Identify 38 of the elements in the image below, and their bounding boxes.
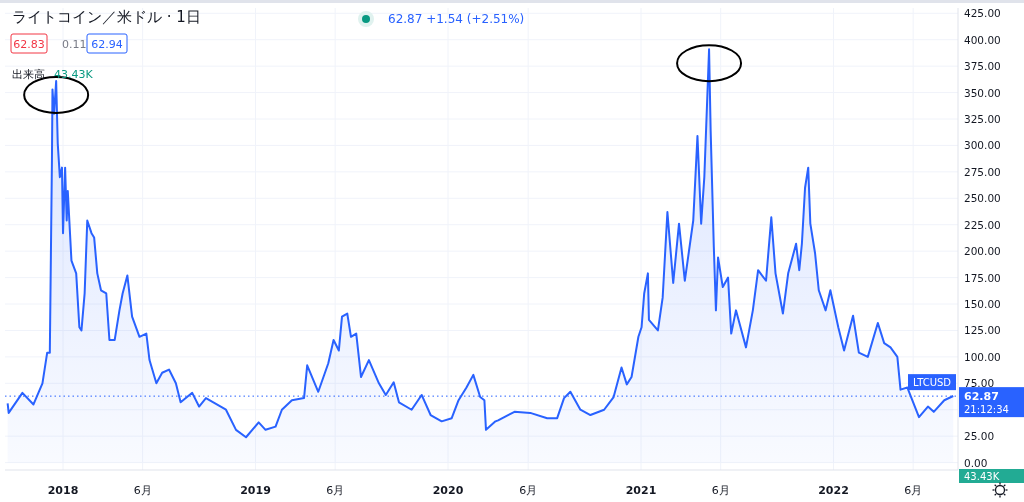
annotation: 62.83 [13, 38, 45, 51]
y-tick-label: 0.00 [964, 456, 988, 469]
x-tick-label: 2018 [47, 484, 79, 497]
x-tick-label: 6月 [519, 484, 538, 497]
y-tick-label: 325.00 [964, 113, 1001, 126]
x-tick-label: 2019 [240, 484, 271, 497]
annotation: 43.43K [54, 68, 94, 81]
y-tick-label: 250.00 [964, 192, 1001, 205]
y-tick-label: 25.00 [964, 430, 995, 443]
text: 62.87 [964, 390, 999, 404]
x-tick-label: 6月 [904, 484, 923, 497]
x-tick-label: 6月 [711, 484, 730, 497]
ref-line-label: LTCUSD [912, 377, 952, 389]
annotation: 62.94 [91, 38, 123, 51]
x-tick-label: 6月 [326, 484, 345, 497]
annotation: 0.11 [62, 38, 87, 51]
x-tick-label: 2020 [432, 484, 464, 497]
y-tick-label: 350.00 [964, 86, 1001, 99]
y-tick-label: 425.00 [964, 7, 1001, 20]
chart-subtitle: 62.87 +1.54 (+2.51%) [388, 12, 525, 26]
y-tick-label: 200.00 [964, 245, 1001, 258]
y-tick-label: 75.00 [964, 377, 995, 390]
y-tick-label: 375.00 [964, 60, 1001, 73]
y-tick-label: 275.00 [964, 165, 1001, 178]
annotation: 出来高 [12, 68, 45, 81]
y-tick-label: 125.00 [964, 324, 1001, 337]
y-tick-label: 100.00 [964, 350, 1001, 363]
y-tick-label: 175.00 [964, 271, 1001, 284]
text: 21:12:34 [964, 404, 1009, 416]
chart-title: ライトコイン／米ドル · 1日 [12, 8, 201, 26]
text: 43.43K [964, 471, 1000, 482]
y-tick-label: 400.00 [964, 33, 1001, 46]
y-tick-label: 300.00 [964, 139, 1001, 152]
x-tick-label: 6月 [133, 484, 152, 497]
x-tick-label: 2022 [818, 484, 849, 497]
y-tick-label: 225.00 [964, 218, 1001, 231]
x-tick-label: 2021 [625, 484, 657, 497]
y-tick-label: 150.00 [964, 298, 1001, 311]
